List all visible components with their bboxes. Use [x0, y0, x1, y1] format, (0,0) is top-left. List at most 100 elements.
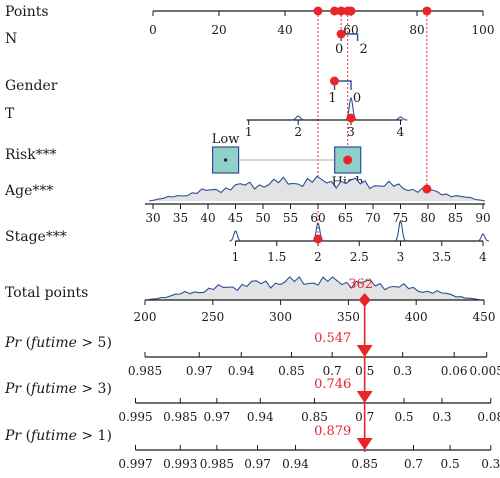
row-label-probability: Pr (futime > 3): [4, 381, 112, 397]
age-tick-label: 35: [173, 211, 188, 225]
probability-tick-label: 0.97: [204, 410, 231, 424]
age-tick-label: 60: [310, 211, 325, 225]
points-axis-dot: [336, 6, 346, 16]
stage-density-bump: [229, 230, 242, 242]
probability-tick-label: 0.94: [228, 364, 255, 378]
age-tick-label: 75: [393, 211, 408, 225]
probability-tick-label: 0.985: [128, 364, 162, 378]
stage-density-bump: [476, 233, 490, 242]
total-tick-label: 450: [473, 310, 496, 324]
stage-tick-label: 1: [232, 250, 240, 264]
points-tick-label: 0: [149, 23, 157, 37]
probability-tick-label: 0.5: [394, 410, 413, 424]
n-level-label: 2: [359, 42, 367, 57]
row-label-n: N: [5, 31, 17, 47]
row-label-age: Age***: [4, 183, 53, 199]
gender-selected-dot: [330, 76, 339, 86]
t-density-bump: [393, 116, 408, 121]
total-tick-label: 350: [337, 310, 360, 324]
marker-layer: [313, 6, 432, 452]
probability-tick-label: 0.85: [278, 364, 305, 378]
points-tick-label: 100: [472, 23, 495, 37]
stage-tick-label: 1.5: [267, 250, 286, 264]
probability-tick-label: 0.985: [200, 457, 234, 471]
row-label-points: Points: [5, 4, 49, 20]
age-tick-label: 65: [338, 211, 353, 225]
row-label-t: T: [5, 106, 15, 122]
stage-tick-label: 3: [397, 250, 405, 264]
probability-tick-label: 0.06: [441, 364, 468, 378]
age-tick-label: 55: [283, 211, 298, 225]
t-tick-label: 4: [397, 125, 405, 139]
age-tick-label: 50: [255, 211, 270, 225]
points-axis-dot: [330, 6, 339, 16]
probability-tick-label: 0.005: [470, 364, 500, 378]
probability-tick-label: 0.7: [404, 457, 423, 471]
total-tick-label: 400: [405, 310, 428, 324]
row-label-total-points: Total points: [5, 285, 88, 301]
n-level-label: 0: [335, 42, 343, 57]
total-tick-label: 300: [269, 310, 292, 324]
probability-tick-label: 0.94: [247, 410, 274, 424]
probability-value-label: 0.746: [314, 377, 351, 392]
t-tick-label: 2: [294, 125, 302, 139]
probability-tick-label: 0.3: [393, 364, 412, 378]
total-points-value-label: 362: [348, 277, 373, 292]
total-density: [146, 276, 481, 301]
age-tick-label: 80: [420, 211, 435, 225]
row-label-probability: Pr (futime > 1): [4, 428, 112, 444]
risk-selected-dot: [343, 155, 353, 165]
probability-value-label: 0.547: [314, 331, 351, 346]
probability-tick-label: 0.85: [301, 410, 328, 424]
stage-tick-label: 4: [479, 250, 487, 264]
row-label-gender: Gender: [5, 78, 58, 94]
axes-layer: Points 0 20 40 60 80 100 N 0 2 Gender 1 0 T 1 2 3 4 Risk**…: [4, 4, 500, 471]
n-selected-dot: [336, 29, 346, 39]
probability-value-label: 0.879: [314, 424, 351, 439]
stage-tick-label: 3.5: [432, 250, 451, 264]
age-tick-label: 70: [365, 211, 380, 225]
probability-tick-label: 0.97: [244, 457, 271, 471]
stage-selected-dot: [313, 234, 323, 244]
stage-tick-label: 2.5: [350, 250, 369, 264]
probability-tick-label: 0.94: [282, 457, 309, 471]
age-density: [148, 175, 486, 202]
age-tick-label: 45: [228, 211, 243, 225]
age-tick-label: 40: [200, 211, 215, 225]
row-label-risk: Risk***: [5, 147, 57, 163]
total-tick-label: 250: [201, 310, 224, 324]
total-tick-label: 200: [134, 310, 157, 324]
probability-tick-label: 0.995: [118, 410, 152, 424]
age-tick-label: 90: [475, 211, 490, 225]
probability-tick-label: 0.985: [163, 410, 197, 424]
probability-tick-label: 0.85: [351, 457, 378, 471]
risk-low-center: [224, 158, 228, 162]
probability-tick-label: 0.08: [477, 410, 500, 424]
points-tick-label: 40: [277, 23, 292, 37]
probability-tick-label: 0.3: [432, 410, 451, 424]
stage-density-bump: [394, 219, 407, 242]
points-tick-label: 60: [343, 23, 358, 37]
t-density-bump: [291, 115, 306, 121]
probability-tick-label: 0.97: [186, 364, 213, 378]
points-axis-dot: [346, 6, 356, 16]
probability-tick-label: 0.3: [481, 457, 500, 471]
points-tick-label: 20: [211, 23, 226, 37]
points-tick-label: 80: [409, 23, 424, 37]
risk-level-label: Low: [212, 132, 240, 147]
t-tick-label: 1: [245, 125, 253, 139]
row-label-stage: Stage***: [5, 229, 67, 245]
probability-tick-label: 0.993: [163, 457, 197, 471]
age-tick-label: 85: [448, 211, 463, 225]
t-selected-dot: [346, 113, 356, 123]
points-axis-dot: [422, 6, 432, 16]
row-label-probability: Pr (futime > 5): [4, 335, 112, 351]
probability-tick-label: 0.7: [323, 364, 342, 378]
probability-tick-label: 0.997: [118, 457, 152, 471]
probability-tick-label: 0.5: [441, 457, 460, 471]
gender-level-label: 0: [353, 91, 361, 106]
age-selected-dot: [422, 184, 432, 194]
points-axis-dot: [313, 6, 323, 16]
